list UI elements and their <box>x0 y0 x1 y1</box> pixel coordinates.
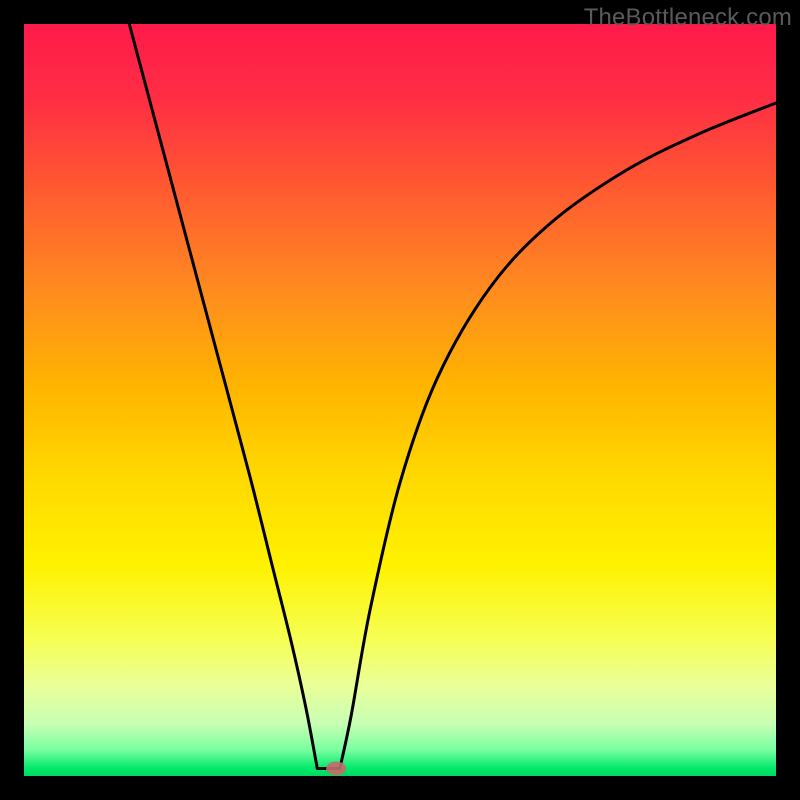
watermark-text: TheBottleneck.com <box>584 4 792 32</box>
bottleneck-chart <box>0 0 800 800</box>
chart-container: { "watermark": { "text": "TheBottleneck.… <box>0 0 800 800</box>
trough-marker <box>326 761 346 775</box>
plot-background <box>24 24 776 776</box>
